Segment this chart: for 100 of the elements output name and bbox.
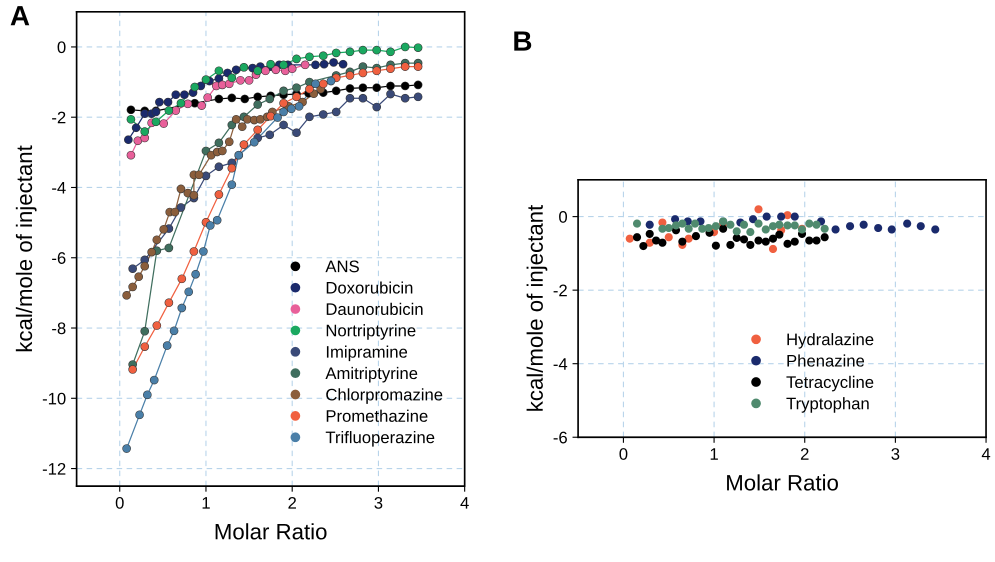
point: [400, 94, 410, 103]
y-tick-label: 0: [58, 41, 66, 54]
point: [273, 113, 282, 122]
point: [790, 212, 799, 221]
point: [678, 238, 686, 246]
point: [164, 298, 174, 308]
point: [346, 71, 354, 80]
point: [768, 234, 778, 243]
point: [214, 138, 224, 148]
point: [287, 104, 296, 114]
point: [812, 236, 821, 245]
point: [253, 126, 262, 134]
point: [159, 224, 168, 234]
point: [888, 225, 896, 234]
point: [664, 224, 673, 232]
point: [775, 220, 784, 229]
point: [256, 114, 265, 124]
point: [152, 236, 162, 244]
point: [240, 140, 248, 149]
point: [762, 225, 770, 234]
point: [176, 184, 186, 194]
point: [860, 220, 868, 229]
point: [170, 208, 180, 216]
y-axis-title: kcal/mole of injectant: [16, 145, 37, 352]
point: [632, 220, 642, 228]
point: [214, 94, 224, 104]
y-tick-label: -2: [554, 284, 567, 296]
point: [372, 83, 382, 92]
point: [265, 94, 274, 104]
point: [232, 114, 240, 124]
point: [288, 64, 297, 74]
point: [311, 60, 320, 70]
legend-label: ANS: [325, 260, 359, 272]
point: [632, 233, 642, 242]
point: [746, 240, 754, 249]
point: [250, 138, 259, 146]
point: [672, 221, 680, 230]
point: [754, 205, 763, 214]
point: [684, 224, 693, 233]
chart-title: B: [514, 31, 532, 51]
point: [400, 62, 410, 71]
point: [152, 321, 162, 330]
point: [162, 341, 172, 350]
point: [400, 42, 410, 52]
point: [820, 233, 829, 242]
point: [176, 203, 186, 212]
point: [305, 112, 314, 122]
point: [164, 106, 174, 115]
point: [279, 108, 288, 116]
point: [228, 74, 236, 82]
point: [820, 224, 829, 233]
point: [122, 291, 131, 300]
point: [783, 240, 792, 248]
point: [228, 180, 236, 189]
point: [271, 65, 280, 74]
point: [122, 444, 131, 453]
point: [177, 304, 186, 312]
point: [126, 106, 136, 114]
point: [414, 92, 422, 102]
point: [414, 62, 422, 71]
point: [305, 84, 314, 94]
x-tick-label: 3: [891, 448, 900, 460]
point: [164, 98, 172, 106]
point: [777, 212, 786, 221]
point: [214, 162, 224, 172]
point: [704, 224, 713, 232]
point: [266, 60, 275, 68]
point: [171, 90, 180, 100]
y-axis-title: kcal/mole of injectant: [526, 204, 548, 411]
point: [746, 228, 754, 236]
point: [180, 90, 189, 100]
y-tick-label: -4: [554, 358, 568, 370]
point: [762, 212, 771, 221]
y-tick-label: -12: [42, 462, 66, 475]
point: [332, 86, 341, 96]
point: [931, 225, 940, 234]
point: [177, 274, 186, 284]
point: [184, 288, 194, 296]
x-tick-label: 4: [460, 497, 469, 509]
point: [386, 90, 395, 98]
point: [639, 242, 648, 250]
point: [126, 114, 136, 124]
point: [240, 94, 250, 104]
point: [140, 326, 150, 336]
legend-label: Trifluoperazine: [326, 431, 434, 447]
point: [372, 66, 382, 76]
point: [626, 234, 634, 243]
point: [253, 92, 262, 102]
point: [346, 48, 354, 56]
legend-label: Doxorubicin: [326, 281, 412, 294]
point: [318, 110, 328, 119]
point: [135, 410, 144, 420]
point: [194, 170, 204, 180]
point: [372, 102, 382, 112]
point: [916, 222, 925, 230]
point: [358, 83, 368, 92]
point: [664, 233, 673, 242]
point: [140, 109, 150, 118]
x-tick-label: 1: [202, 497, 210, 509]
point: [228, 164, 236, 172]
